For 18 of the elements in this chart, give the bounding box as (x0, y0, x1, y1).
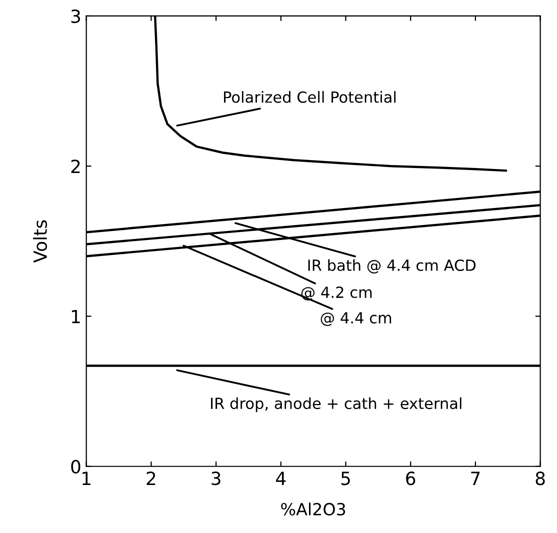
x-tick-label: 5 (341, 472, 350, 486)
x-tick-label: 8 (536, 472, 545, 486)
x-axis-title: %Al2O3 (281, 502, 346, 516)
x-tick-label: 6 (406, 472, 416, 486)
x-tick-label: 3 (212, 472, 220, 486)
y-tick-label: 1 (72, 310, 80, 324)
y-axis-title: Volts (33, 220, 48, 263)
annotation: IR bath @ 4.4 cm ACD (308, 259, 476, 274)
y-tick-label: 0 (71, 460, 80, 474)
annotation: IR drop, anode + cath + external (211, 397, 462, 412)
annotation: @ 4.4 cm (320, 312, 392, 326)
annotation: Polarized Cell Potential (224, 91, 396, 103)
x-tick-label: 4 (276, 472, 286, 485)
x-tick-label: 2 (146, 472, 156, 485)
x-tick-label: 1 (82, 472, 90, 485)
y-tick-label: 2 (71, 160, 80, 173)
x-tick-label: 7 (471, 472, 480, 485)
y-tick-label: 3 (71, 9, 80, 24)
